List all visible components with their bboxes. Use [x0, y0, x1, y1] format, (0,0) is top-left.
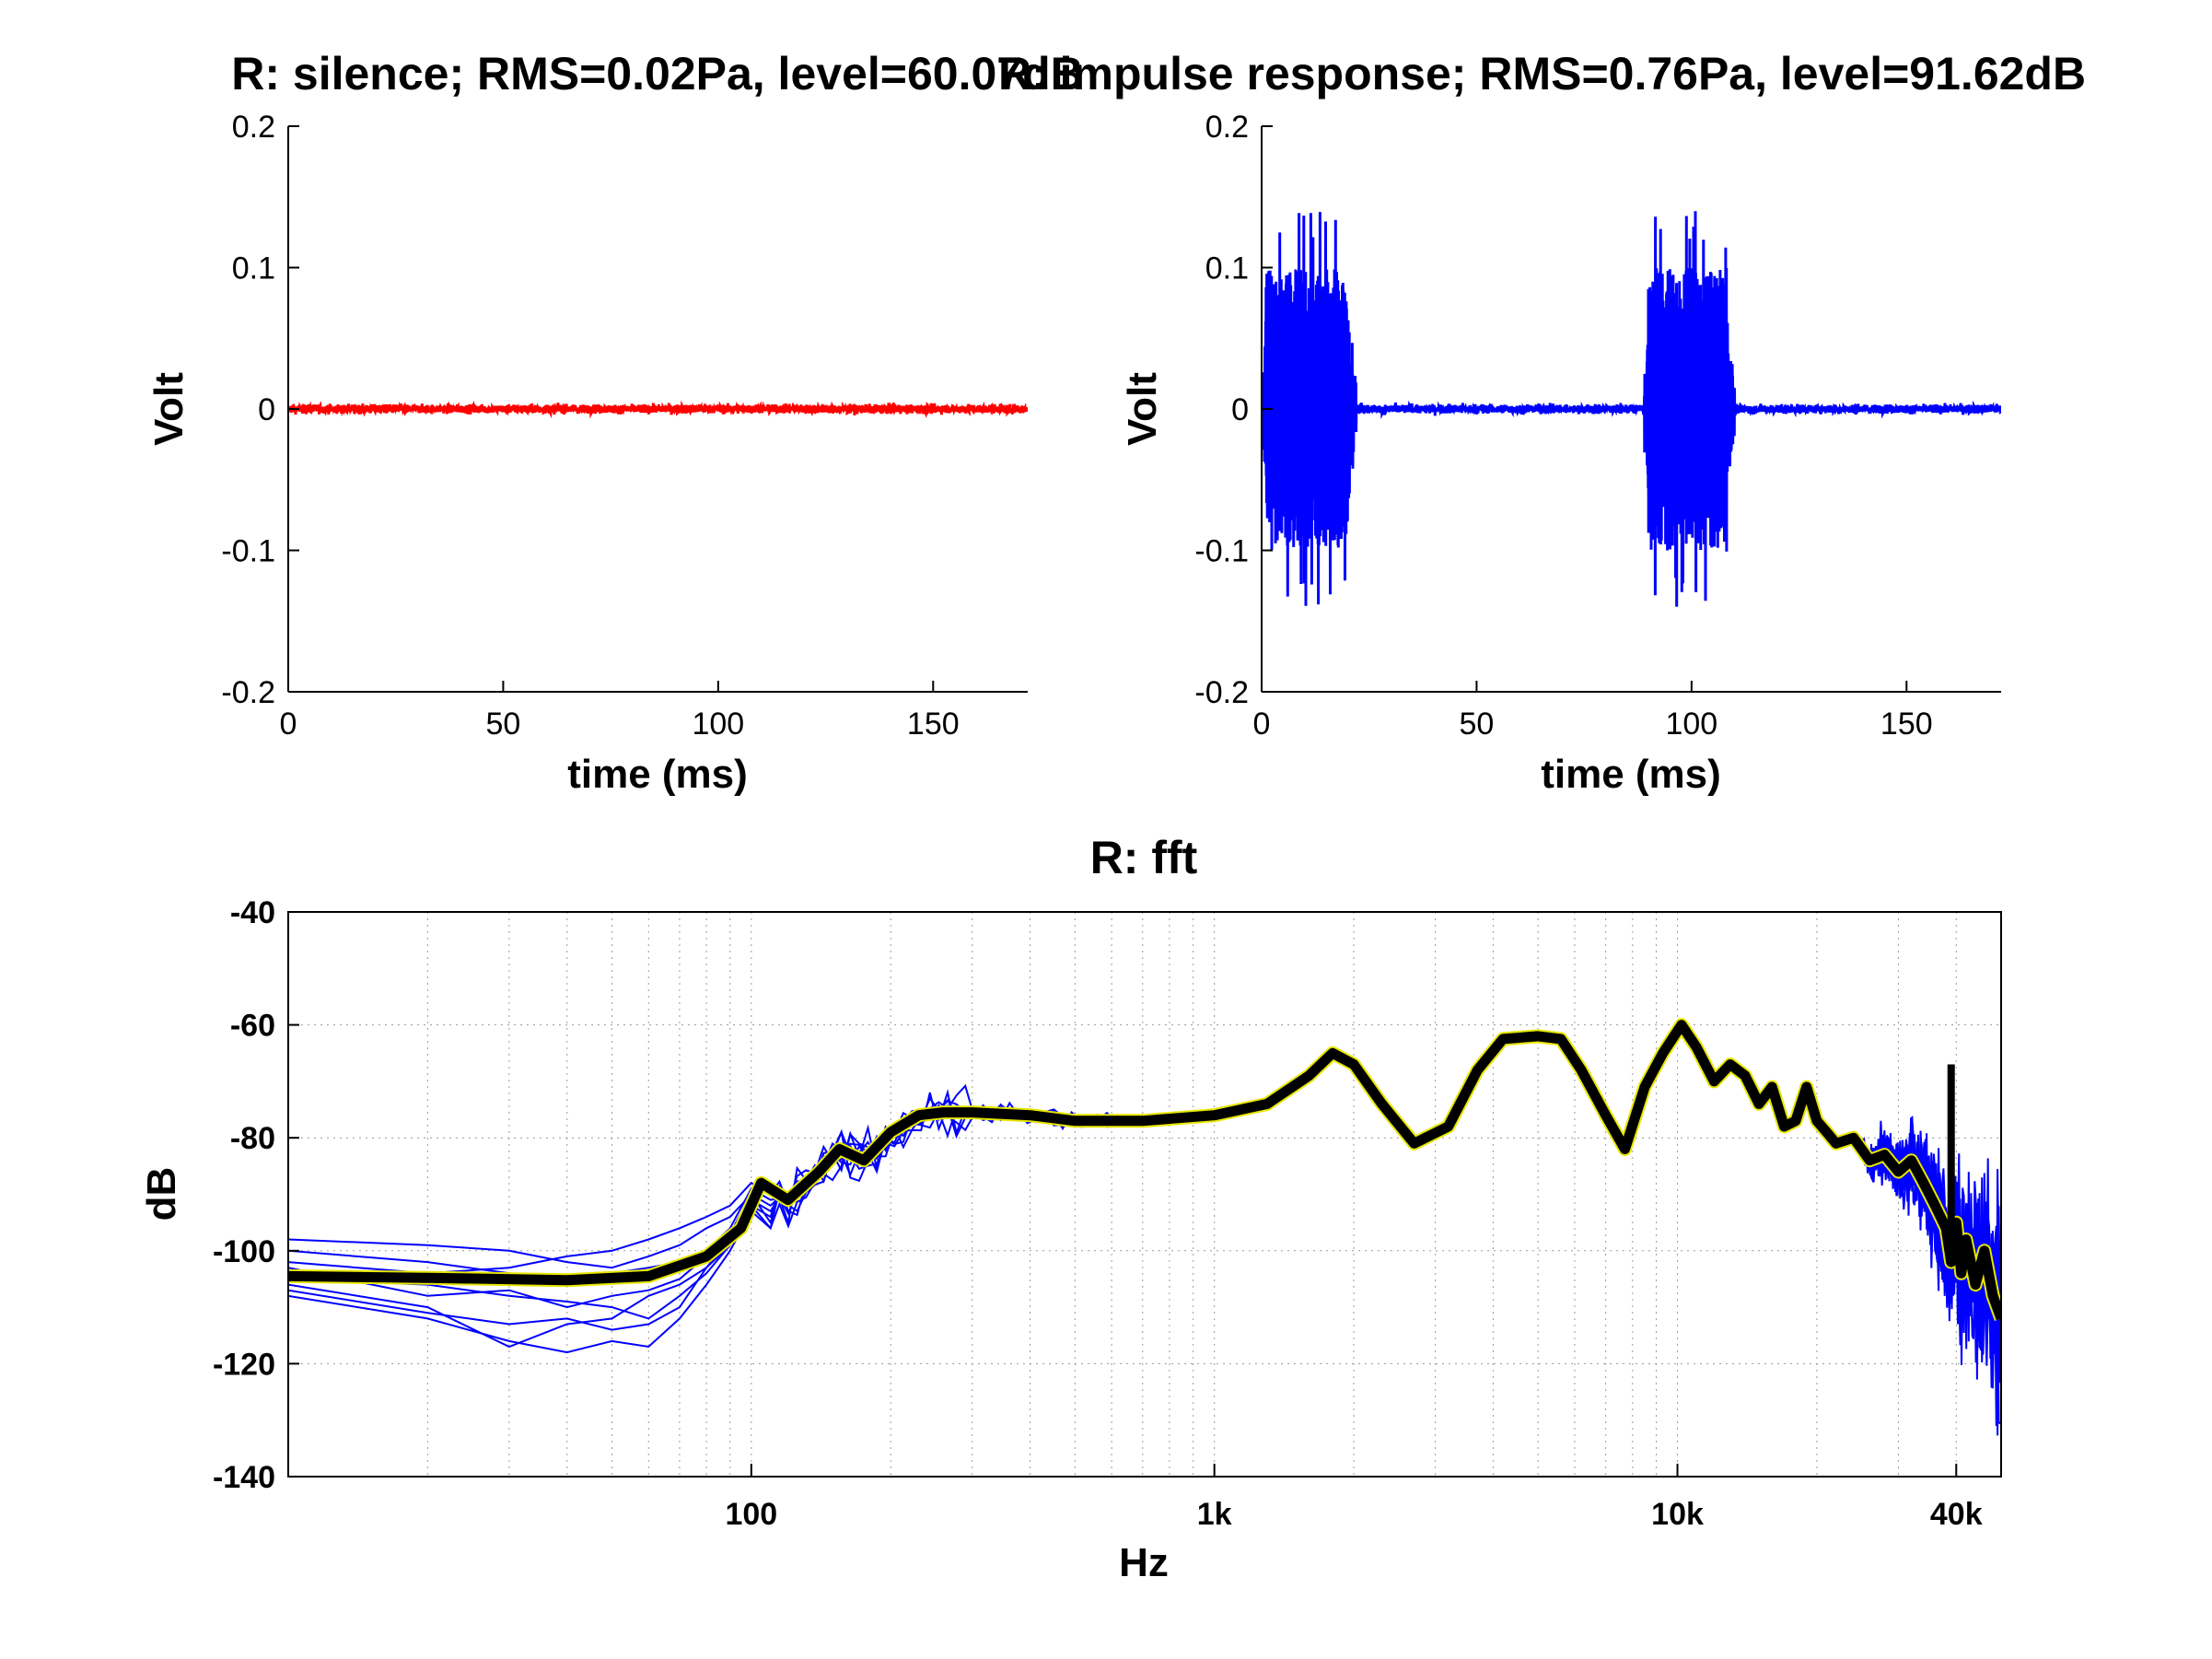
impulse-ytick-label: 0.1: [1205, 251, 1249, 286]
silence-ytick-label: 0.1: [232, 251, 275, 286]
panel-fft: R: fft 100 1k 10k 40k-140-120-100-80-60-40 …: [139, 832, 2002, 1585]
y-axis-label-fft: dB: [139, 1167, 184, 1221]
chart-title-impulse-response: R: impulse response; RMS=0.76Pa, level=9…: [998, 48, 2086, 99]
fft-grid: [288, 912, 2001, 1477]
chart-title-silence: R: silence; RMS=0.02Pa, level=60.07dB: [231, 48, 1084, 99]
panel-impulse-response: R: impulse response; RMS=0.76Pa, level=9…: [998, 48, 2086, 797]
fft-mean-line: [288, 1020, 2001, 1321]
fft-xtick-label: 10k: [1651, 1497, 1704, 1532]
fft-ytick-label: -80: [230, 1121, 275, 1156]
impulse-ytick-label: 0.2: [1205, 110, 1249, 145]
silence-ytick-label: 0.2: [232, 110, 275, 145]
impulse-xtick-label: 50: [1460, 707, 1495, 742]
fft-ytick-label: -100: [213, 1234, 275, 1269]
impulse-ticks: 0 50 100 150 -0.2 -0.1 0 0.1 0.2: [1194, 110, 1932, 742]
silence-plot-area: [288, 400, 1028, 419]
silence-xtick-label: 100: [692, 707, 744, 742]
impulse-xtick-label: 0: [1253, 707, 1271, 742]
x-axis-label-silence: time (ms): [567, 752, 748, 797]
impulse-ytick-label: -0.2: [1194, 675, 1249, 710]
chart-title-fft: R: fft: [1090, 832, 1198, 883]
impulse-signal-line: [1262, 211, 2001, 607]
impulse-xtick-label: 100: [1665, 707, 1717, 742]
y-axis-label-impulse: Volt: [1120, 372, 1165, 446]
fft-axes-box: [287, 911, 2002, 1478]
silence-xtick-label: 150: [907, 707, 960, 742]
silence-ytick-label: 0: [258, 392, 275, 427]
silence-signal-line: [288, 400, 1028, 419]
impulse-ytick-label: 0: [1231, 392, 1249, 427]
fft-trial-line: [288, 1024, 2001, 1436]
x-axis-label-impulse: time (ms): [1541, 752, 1721, 797]
y-axis-label-silence: Volt: [146, 372, 192, 446]
silence-xtick-label: 50: [486, 707, 521, 742]
panel-silence: R: silence; RMS=0.02Pa, level=60.07dB 0 5…: [146, 48, 1084, 797]
silence-ytick-label: -0.2: [221, 675, 275, 710]
fft-xtick-label: 40k: [1930, 1497, 1983, 1532]
silence-ticks: 0 50 100 150 -0.2 -0.1 0 0.1 0.2: [221, 110, 959, 742]
fft-xtick-label: 1k: [1197, 1497, 1232, 1532]
fft-plot-area: [288, 1018, 2001, 1436]
fft-ticks: 100 1k 10k 40k -140 -120 -100 -80 -60 -40: [213, 895, 1983, 1532]
fft-trial-line: [288, 1028, 2001, 1425]
impulse-plot-area: [1262, 211, 2001, 607]
silence-ytick-label: -0.1: [221, 534, 275, 569]
fft-ytick-label: -120: [213, 1347, 275, 1382]
fft-ytick-label: -60: [230, 1009, 275, 1044]
silence-xtick-label: 0: [280, 707, 297, 742]
fft-ytick-label: -40: [230, 895, 275, 930]
impulse-xtick-label: 150: [1880, 707, 1933, 742]
x-axis-label-fft: Hz: [1119, 1540, 1169, 1585]
impulse-ytick-label: -0.1: [1194, 534, 1249, 569]
fft-ytick-label: -140: [213, 1460, 275, 1495]
fft-xtick-label: 100: [725, 1497, 777, 1532]
